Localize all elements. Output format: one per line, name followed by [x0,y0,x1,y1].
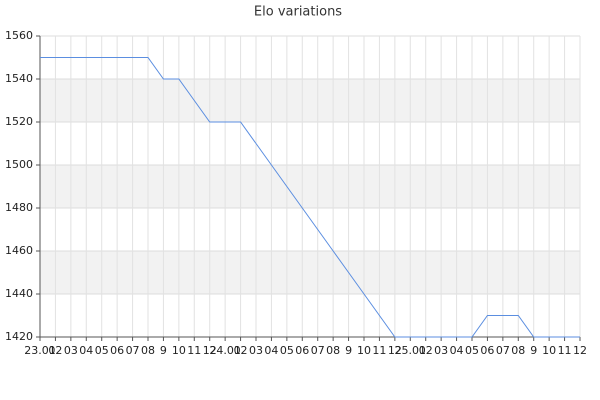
plot-band [40,79,580,122]
x-tick-label: 04 [450,344,464,357]
x-tick-label: 10 [172,344,186,357]
x-tick-label: 08 [141,344,155,357]
x-tick-label: 9 [160,344,167,357]
x-tick-label: 02 [419,344,433,357]
x-tick-label: 12 [573,344,587,357]
x-tick-label: 03 [249,344,263,357]
x-tick-label: 02 [48,344,62,357]
x-tick-label: 06 [295,344,309,357]
x-tick-label: 9 [345,344,352,357]
x-tick-label: 08 [511,344,525,357]
x-tick-label: 9 [530,344,537,357]
x-tick-label: 06 [480,344,494,357]
x-tick-label: 25.01 [395,344,427,357]
y-tick-label: 1440 [5,287,33,300]
chart-title: Elo variations [254,5,342,20]
y-tick-label: 1540 [5,72,33,85]
x-tick-label: 10 [542,344,556,357]
x-tick-label: 08 [326,344,340,357]
plot-band [40,251,580,294]
x-tick-label: 07 [496,344,510,357]
x-tick-label: 11 [187,344,201,357]
x-tick-label: 05 [465,344,479,357]
line-series [40,57,580,338]
y-tick-label: 1480 [5,201,33,214]
x-tick-label: 04 [264,344,278,357]
y-tick-label: 1420 [5,330,33,343]
x-tick-label: 06 [110,344,124,357]
x-tick-label: 11 [372,344,386,357]
y-tick-label: 1560 [5,29,33,42]
x-tick-label: 02 [234,344,248,357]
x-tick-label: 10 [357,344,371,357]
x-tick-label: 12 [388,344,402,357]
x-tick-label: 07 [126,344,140,357]
x-tick-label: 11 [558,344,572,357]
x-tick-label: 23.01 [24,344,56,357]
y-tick-label: 1460 [5,244,33,257]
y-tick-label: 1500 [5,158,33,171]
x-tick-label: 05 [280,344,294,357]
x-tick-label: 05 [95,344,109,357]
x-tick-label: 24.01 [209,344,241,357]
x-tick-label: 07 [311,344,325,357]
x-tick-label: 12 [203,344,217,357]
x-tick-label: 04 [79,344,93,357]
plot-band [40,165,580,208]
y-tick-label: 1520 [5,115,33,128]
x-tick-label: 03 [64,344,78,357]
x-tick-label: 03 [434,344,448,357]
